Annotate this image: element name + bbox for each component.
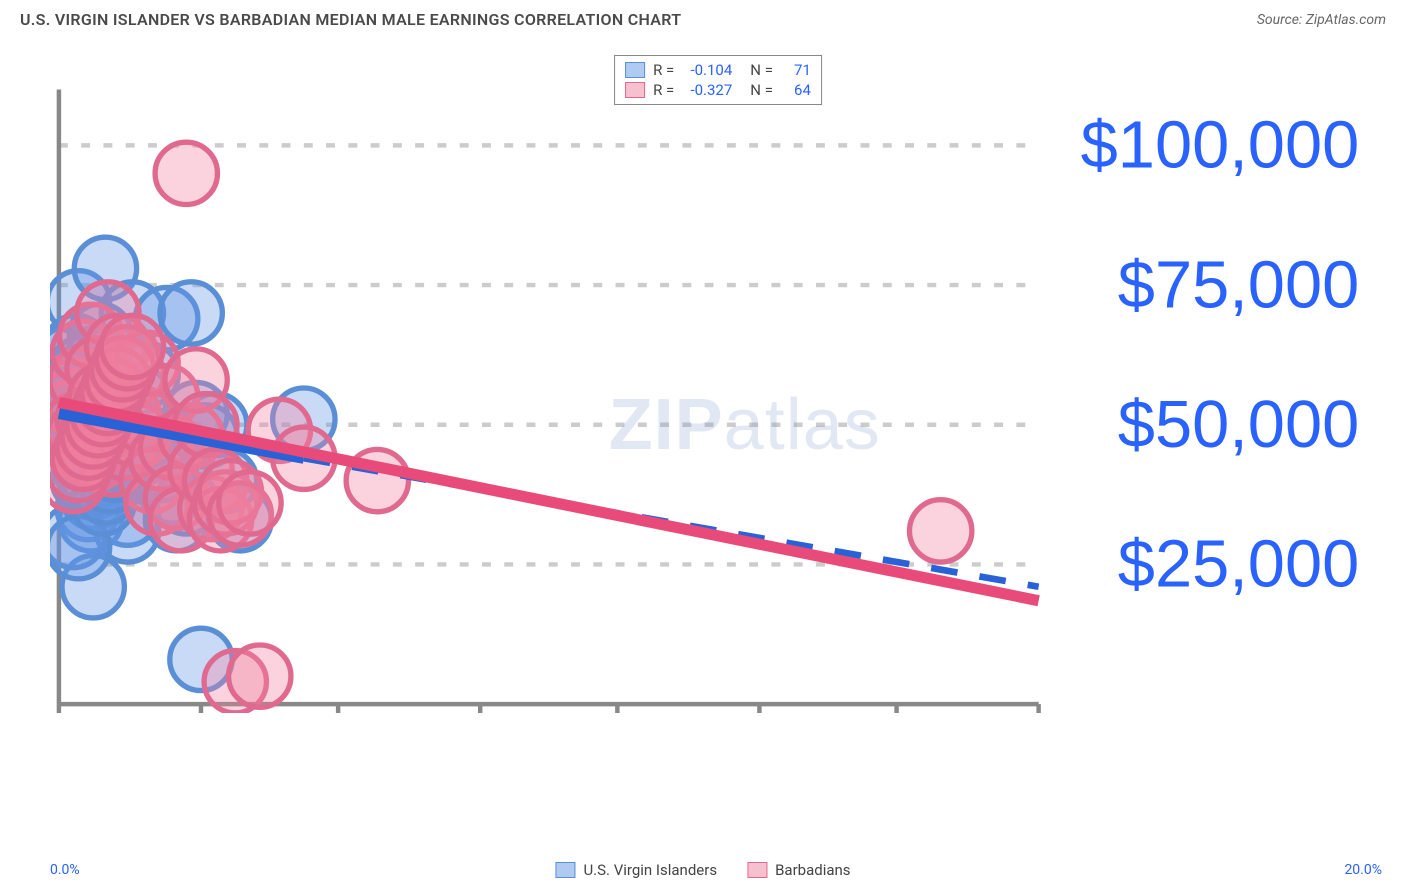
series-swatch [625, 62, 645, 78]
n-value: 64 [781, 81, 811, 99]
chart-title: U.S. VIRGIN ISLANDER VS BARBADIAN MEDIAN… [20, 10, 681, 29]
scatter-plot: $25,000 $50,000 $75,000 $100,000 [50, 45, 1386, 713]
svg-text:$50,000: $50,000 [1118, 388, 1359, 462]
r-value: -0.327 [682, 81, 732, 99]
scatter-point [101, 315, 163, 377]
x-axis-max-label: 20.0% [1344, 862, 1382, 878]
scatter-point [229, 645, 291, 707]
scatter-point [909, 500, 971, 562]
chart-container: Median Male Earnings $25,000$50,000$75,0… [50, 45, 1386, 837]
scatter-point [160, 282, 222, 344]
n-value: 71 [781, 61, 811, 79]
stats-row: R = -0.327 N = 64 [625, 80, 811, 100]
r-value: -0.104 [682, 61, 732, 79]
chart-footer: 0.0% U.S. Virgin Islanders Barbadians 20.… [0, 847, 1406, 892]
legend-item: U.S. Virgin Islanders [555, 861, 717, 879]
r-label: R = [653, 81, 674, 99]
legend-swatch [747, 862, 767, 878]
series-swatch [625, 82, 645, 98]
legend-label: Barbadians [775, 861, 850, 879]
r-label: R = [653, 61, 674, 79]
stats-row: R = -0.104 N = 71 [625, 60, 811, 80]
legend: U.S. Virgin Islanders Barbadians [555, 861, 850, 879]
scatter-point [219, 472, 281, 534]
chart-source: Source: ZipAtlas.com [1257, 12, 1386, 28]
scatter-point [155, 142, 217, 204]
n-label: N = [750, 61, 773, 79]
svg-text:$75,000: $75,000 [1118, 248, 1359, 322]
n-label: N = [750, 81, 773, 99]
svg-text:$25,000: $25,000 [1118, 528, 1359, 602]
legend-item: Barbadians [747, 861, 850, 879]
legend-swatch [555, 862, 575, 878]
svg-text:$100,000: $100,000 [1081, 109, 1360, 183]
x-axis-min-label: 0.0% [50, 862, 80, 878]
legend-label: U.S. Virgin Islanders [583, 861, 717, 879]
chart-header: U.S. VIRGIN ISLANDER VS BARBADIAN MEDIAN… [0, 0, 1406, 37]
correlation-stats-box: R = -0.104 N = 71 R = -0.327 N = 64 [614, 55, 822, 105]
